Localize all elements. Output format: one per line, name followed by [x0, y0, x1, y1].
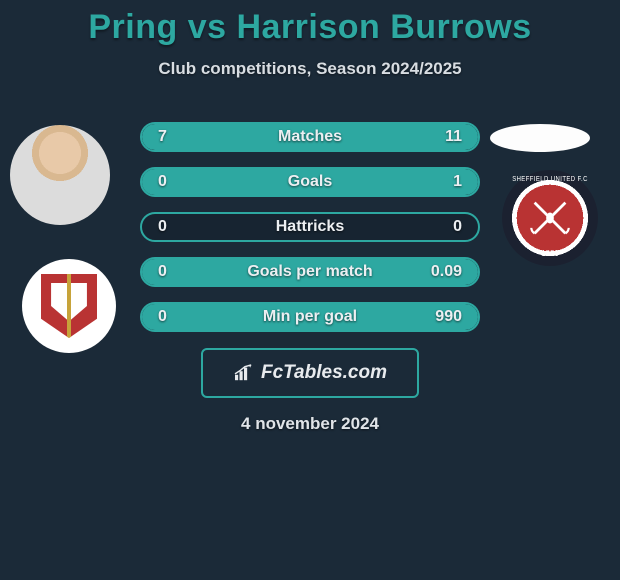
stat-value-right: 0.09: [422, 263, 478, 281]
crest-right-name: SHEFFIELD UNITED F.C: [509, 176, 591, 183]
stat-row: 0Goals per match0.09: [140, 257, 480, 287]
player-left-club-crest: [22, 259, 116, 353]
stat-row: 0Goals1: [140, 167, 480, 197]
player-right-avatar: [490, 124, 590, 152]
stat-label: Hattricks: [198, 218, 422, 236]
stat-value-right: 0: [422, 218, 478, 236]
stat-label: Min per goal: [198, 308, 422, 326]
stat-label: Goals per match: [198, 263, 422, 281]
stat-row: 7Matches11: [140, 122, 480, 152]
stat-value-left: 0: [142, 308, 198, 326]
stats-container: 7Matches110Goals10Hattricks00Goals per m…: [140, 122, 480, 347]
stat-row: 0Hattricks0: [140, 212, 480, 242]
crest-right-year: 1889: [502, 249, 598, 258]
branding-label: FcTables.com: [261, 362, 387, 384]
branding-badge: FcTables.com: [201, 348, 419, 398]
player-right-club-crest: SHEFFIELD UNITED F.C 1889: [502, 170, 598, 266]
stat-value-left: 0: [142, 173, 198, 191]
stat-value-left: 7: [142, 128, 198, 146]
stat-value-right: 990: [422, 308, 478, 326]
stat-value-left: 0: [142, 218, 198, 236]
stat-row: 0Min per goal990: [140, 302, 480, 332]
stat-value-right: 11: [422, 128, 478, 146]
stat-value-right: 1: [422, 173, 478, 191]
subtitle: Club competitions, Season 2024/2025: [0, 59, 620, 79]
date-label: 4 november 2024: [0, 414, 620, 434]
player-left-avatar: [10, 125, 110, 225]
stat-value-left: 0: [142, 263, 198, 281]
chart-icon: [233, 364, 255, 382]
stat-label: Goals: [198, 173, 422, 191]
stat-label: Matches: [198, 128, 422, 146]
page-title: Pring vs Harrison Burrows: [0, 0, 620, 47]
